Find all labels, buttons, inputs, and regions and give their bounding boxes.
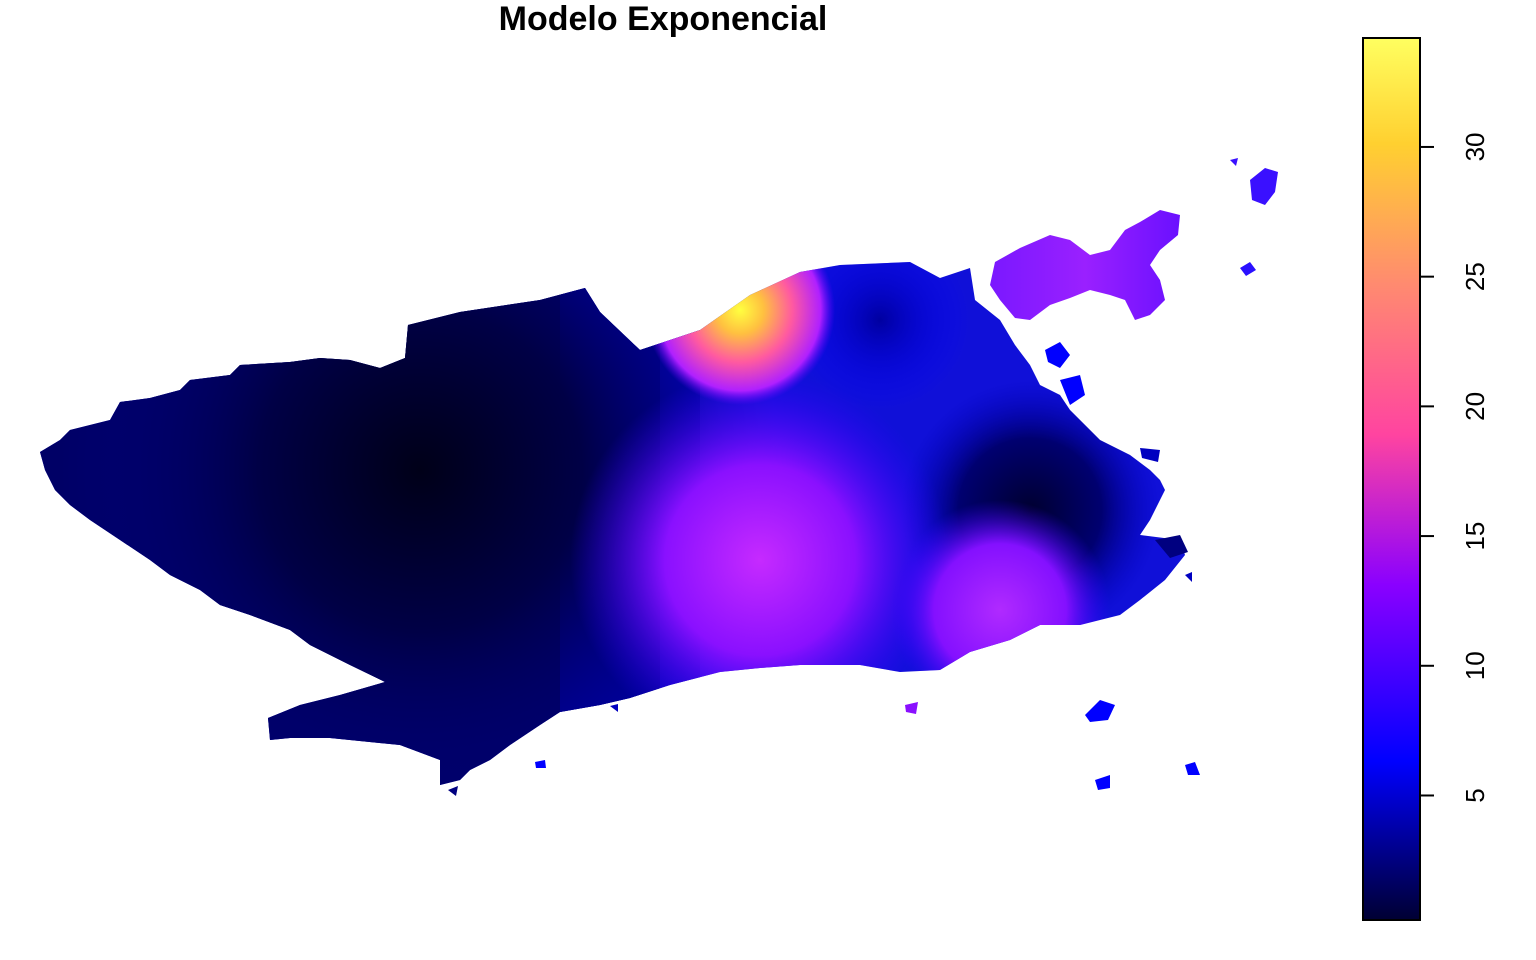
legend-tick-label: 20 xyxy=(1460,392,1490,421)
legend-tick-label: 10 xyxy=(1460,651,1490,680)
legend-ticks: 5 10 15 20 25 30 xyxy=(1420,132,1490,803)
color-legend: 5 10 15 20 25 30 xyxy=(1362,37,1490,921)
legend-tick-label: 15 xyxy=(1460,522,1490,551)
legend-tick-label: 25 xyxy=(1460,262,1490,291)
map-title: Modelo Exponencial xyxy=(498,0,828,38)
island-governador xyxy=(990,210,1180,320)
legend-color-bar xyxy=(1362,37,1421,921)
legend-tick-label: 30 xyxy=(1460,132,1490,161)
legend-tick-label: 5 xyxy=(1460,788,1490,802)
small-islands xyxy=(448,158,1278,796)
